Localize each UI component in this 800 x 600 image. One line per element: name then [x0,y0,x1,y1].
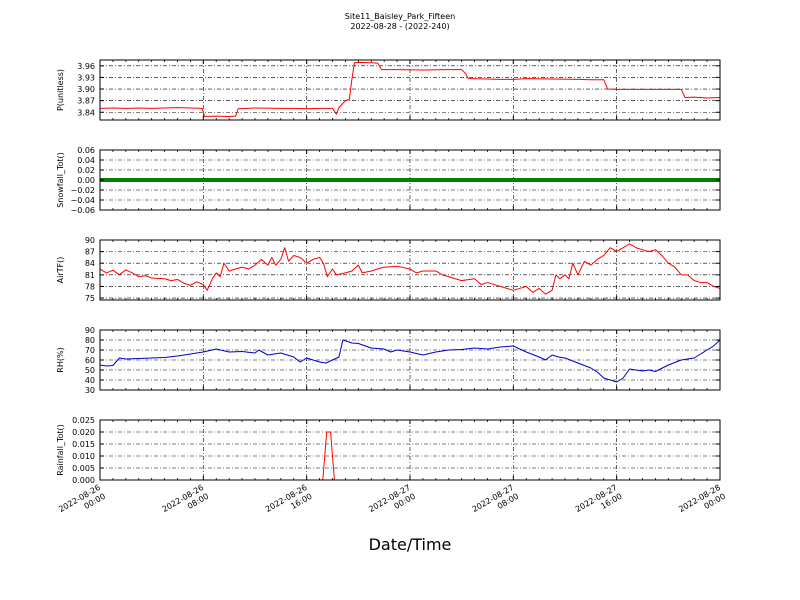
y-tick-label: 0.015 [72,440,95,449]
y-tick-label: 0.025 [72,416,95,425]
series-line-2 [100,243,720,295]
y-tick-label: 3.96 [77,62,95,71]
panel-4: 0.000 0.005 0.010 0.015 0.020 0.025 Rainfall_T… [56,416,721,485]
panel-2: 75 78 81 84 87 90 AirTF() [56,236,721,303]
panels: 3.843.873.903.933.96P(unitless)−0.06−0.0… [56,59,721,485]
chart-subtitle: 2022-08-28 - (2022-240) [350,22,449,31]
y-axis-label: Snowfall_Tot() [56,152,65,208]
y-tick-label: 40 [85,376,95,385]
y-tick-label: 60 [85,356,95,365]
y-tick-label: 90 [85,236,95,245]
series-line-0 [100,61,720,118]
y-tick-label: 87 [85,248,95,257]
y-axis-label: P(unitless) [56,69,65,111]
y-tick-label: 0.06 [77,146,95,155]
y-tick-label: 80 [85,336,95,345]
x-tick-labels: 2022-08-2600:00 2022-08-2608:00 2022-08-26… [57,483,727,523]
y-tick-label: 3.90 [77,85,95,94]
y-tick-label: −0.06 [70,206,95,215]
y-tick-label: 3.93 [77,73,95,82]
y-tick-label: 0.020 [72,428,95,437]
y-tick-label: 0.02 [77,166,95,175]
y-tick-label: 0.00 [77,176,95,185]
y-tick-label: 81 [85,271,95,280]
x-tick-label: 2022-08-2708:00 [471,483,521,523]
y-tick-label: 0.04 [77,156,95,165]
y-tick-label: 90 [85,326,95,335]
y-tick-label: 30 [85,386,95,395]
panel-0: 3.84 3.87 3.90 3.93 3.96 P(unitless) [56,59,721,121]
y-tick-label: 3.87 [77,97,95,106]
y-tick-label: 0.010 [72,452,95,461]
x-tick-label: 2022-08-2716:00 [574,483,624,523]
x-axis-label: Date/Time [369,535,452,554]
x-tick-label: 2022-08-2616:00 [264,483,314,523]
x-tick-label: 2022-08-2700:00 [367,483,417,523]
y-tick-label: 50 [85,366,95,375]
y-axis-label: AirTF() [56,257,65,284]
y-tick-label: −0.04 [70,196,95,205]
y-tick-label: 78 [85,282,95,291]
x-tick-label: 2022-08-2600:00 [57,483,107,523]
y-tick-label: 84 [85,259,95,268]
y-tick-label: 0.005 [72,464,95,473]
y-tick-label: −0.02 [70,186,95,195]
y-tick-label: 70 [85,346,95,355]
x-tick-label: 2022-08-2800:00 [677,483,727,523]
series-line-3 [100,339,720,383]
chart-title: Site11_Baisley_Park_Fifteen [345,12,455,21]
y-axis-label: Rainfall_Tot() [56,424,65,476]
y-tick-label: 75 [85,294,95,303]
y-tick-label: 0.000 [72,476,95,485]
panel-1: −0.06−0.04−0.020.000.020.040.06 Snowfall_… [56,146,721,215]
x-tick-label: 2022-08-2608:00 [161,483,211,523]
y-tick-label: 3.84 [77,108,95,117]
y-axis-label: RH(%) [56,347,65,372]
